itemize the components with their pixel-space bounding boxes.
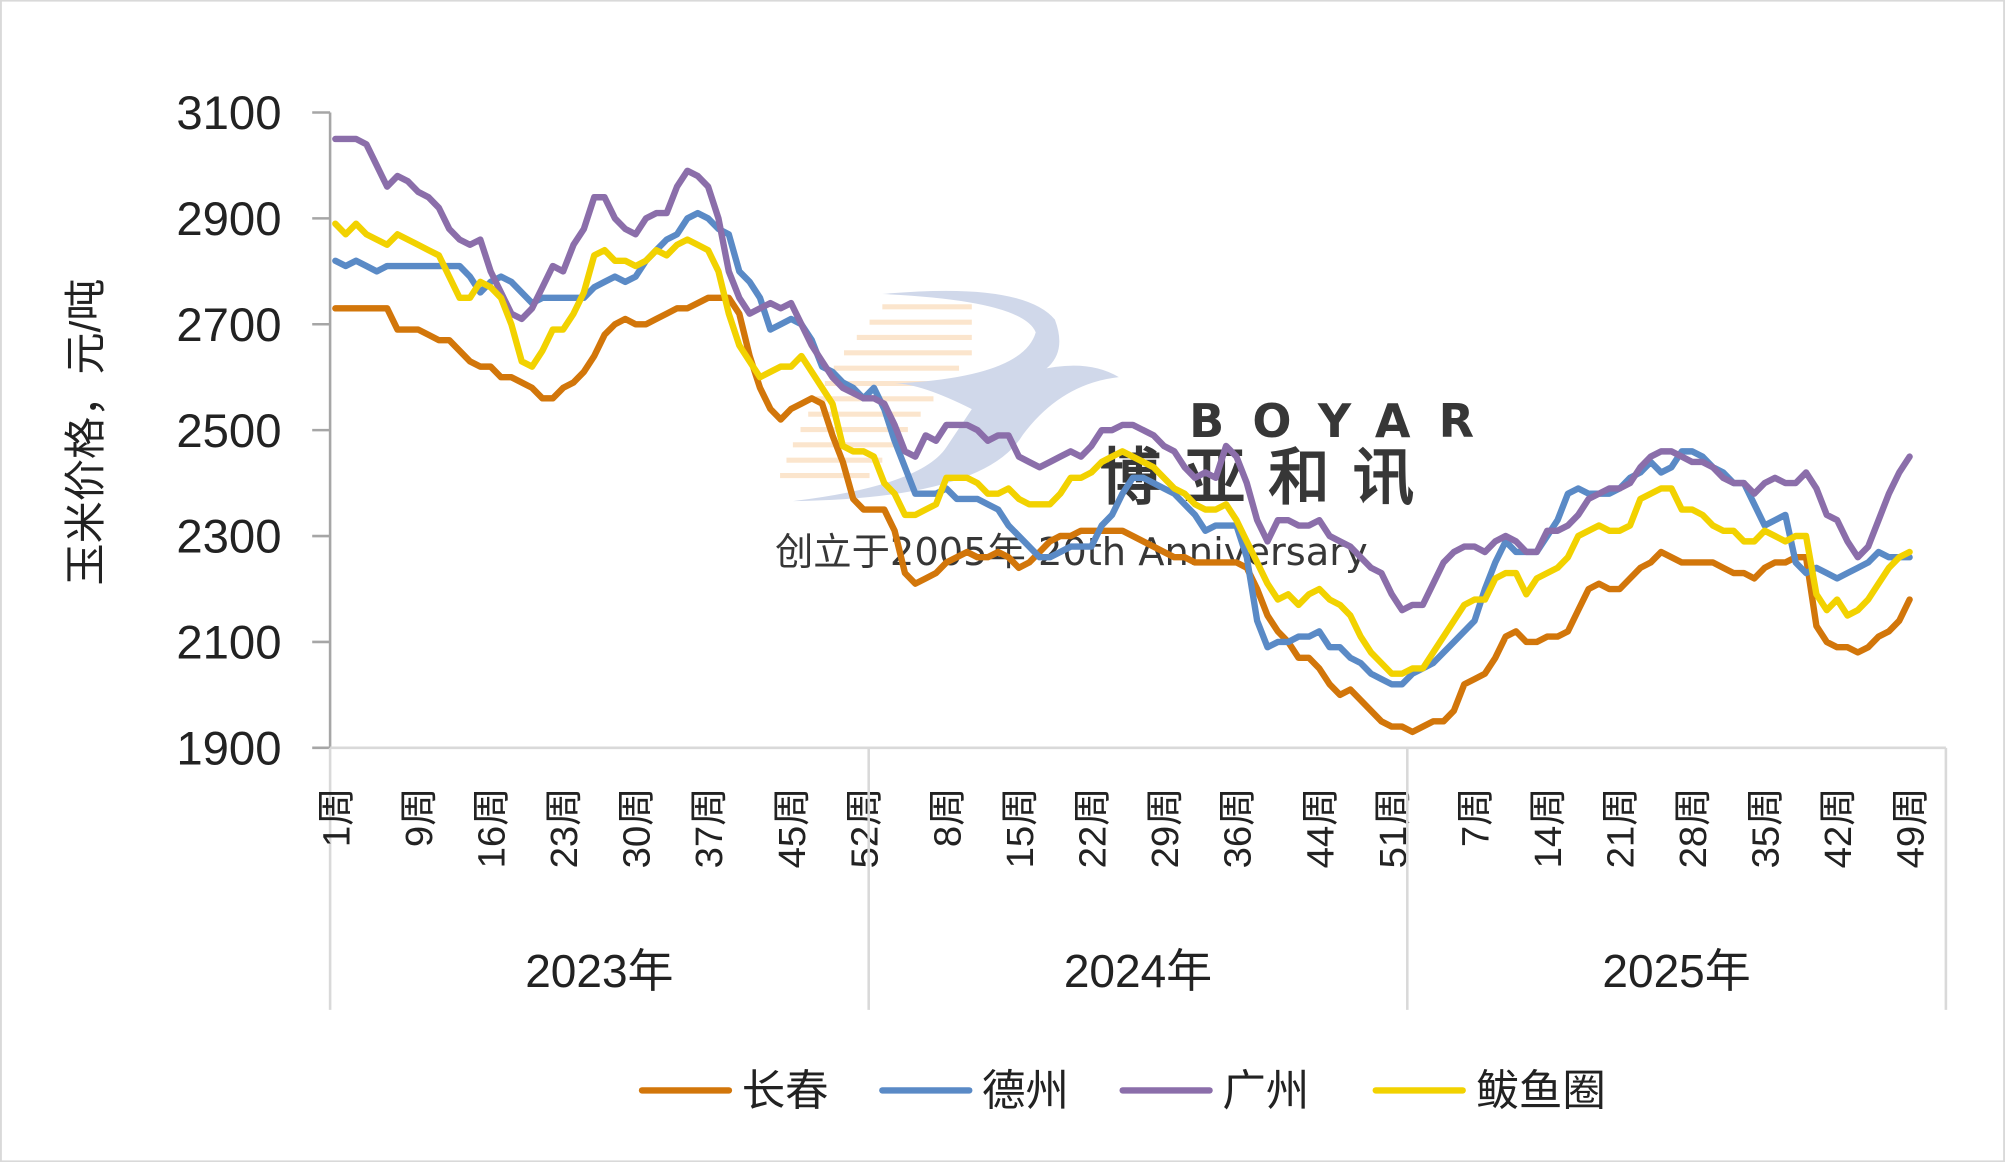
x-tick-label: 14周 <box>1527 787 1570 868</box>
series-lines <box>332 135 1913 736</box>
legend-label: 德州 <box>982 1068 1069 1116</box>
x-tick-label: 42周 <box>1817 787 1860 868</box>
x-tick-label: 36周 <box>1216 787 1259 868</box>
y-axis-title: 玉米价格，元/吨 <box>62 279 109 586</box>
x-group-label: 2024年 <box>1064 945 1212 997</box>
legend-item: 鲅鱼圈 <box>1372 1068 1606 1116</box>
watermark-brand-cn: 博亚和讯 <box>1100 443 1437 514</box>
y-tick-label: 1900 <box>176 722 281 775</box>
x-tick-label: 8周 <box>926 787 969 847</box>
x-tick-label: 1周 <box>315 787 358 847</box>
watermark-brand-en: BOYAR <box>1189 394 1502 448</box>
x-tick-label: 22周 <box>1071 787 1114 868</box>
legend-item: 长春 <box>638 1068 829 1116</box>
series-line-4 <box>332 220 1913 677</box>
x-tick-label: 7周 <box>1455 787 1498 847</box>
series-line-2 <box>332 209 1913 688</box>
x-tick-label: 23周 <box>543 787 586 868</box>
legend-label: 长春 <box>742 1068 829 1116</box>
watermark-logo: BOYAR 博亚和讯 创立于2005年 20th Anniversary <box>775 290 1502 575</box>
x-tick-label: 49周 <box>1890 787 1933 868</box>
x-tick-label: 9周 <box>398 787 441 847</box>
legend-label: 鲅鱼圈 <box>1475 1068 1605 1116</box>
legend: 长春 德州 广州 鲅鱼圈 <box>638 1068 1606 1116</box>
legend-item: 德州 <box>879 1068 1069 1116</box>
y-tick-label: 2500 <box>176 405 281 458</box>
x-tick-label: 15周 <box>999 787 1042 868</box>
x-tick-label: 28周 <box>1672 787 1715 868</box>
y-tick-label: 3100 <box>176 87 281 140</box>
x-tick-label: 52周 <box>844 787 887 868</box>
x-tick-label: 29周 <box>1144 787 1187 868</box>
x-tick-label: 37周 <box>688 787 731 868</box>
watermark-bird-shape <box>792 290 1119 502</box>
x-tick-label: 35周 <box>1745 787 1788 868</box>
y-tick-label: 2100 <box>176 617 281 670</box>
y-tick-label: 2700 <box>176 299 281 352</box>
legend-label: 广州 <box>1222 1068 1309 1116</box>
y-tick-label: 2300 <box>176 511 281 564</box>
y-tick-label: 2900 <box>176 193 281 246</box>
series-line-1 <box>332 294 1913 736</box>
axes: 1900 2100 2300 2500 2700 2900 3100 2023年 1周 9周 16周… <box>176 87 1948 1010</box>
x-tick-label: 21周 <box>1600 787 1643 868</box>
legend-item: 广州 <box>1119 1068 1309 1116</box>
x-tick-label: 45周 <box>771 787 814 868</box>
x-tick-label: 44周 <box>1299 787 1342 868</box>
series-line-3 <box>332 135 1913 614</box>
x-group-label: 2023年 <box>525 945 673 997</box>
x-tick-label: 30周 <box>616 787 659 868</box>
x-group-label: 2025年 <box>1602 945 1750 997</box>
x-tick-label: 16周 <box>471 787 514 868</box>
